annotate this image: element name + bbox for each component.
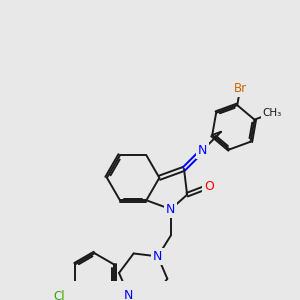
Text: CH₃: CH₃ [262,108,282,118]
Text: N: N [198,144,207,157]
Text: N: N [124,289,133,300]
Text: Br: Br [234,82,247,95]
Text: O: O [204,180,214,193]
Text: Cl: Cl [53,290,65,300]
Text: N: N [166,203,176,216]
Text: N: N [153,250,163,263]
